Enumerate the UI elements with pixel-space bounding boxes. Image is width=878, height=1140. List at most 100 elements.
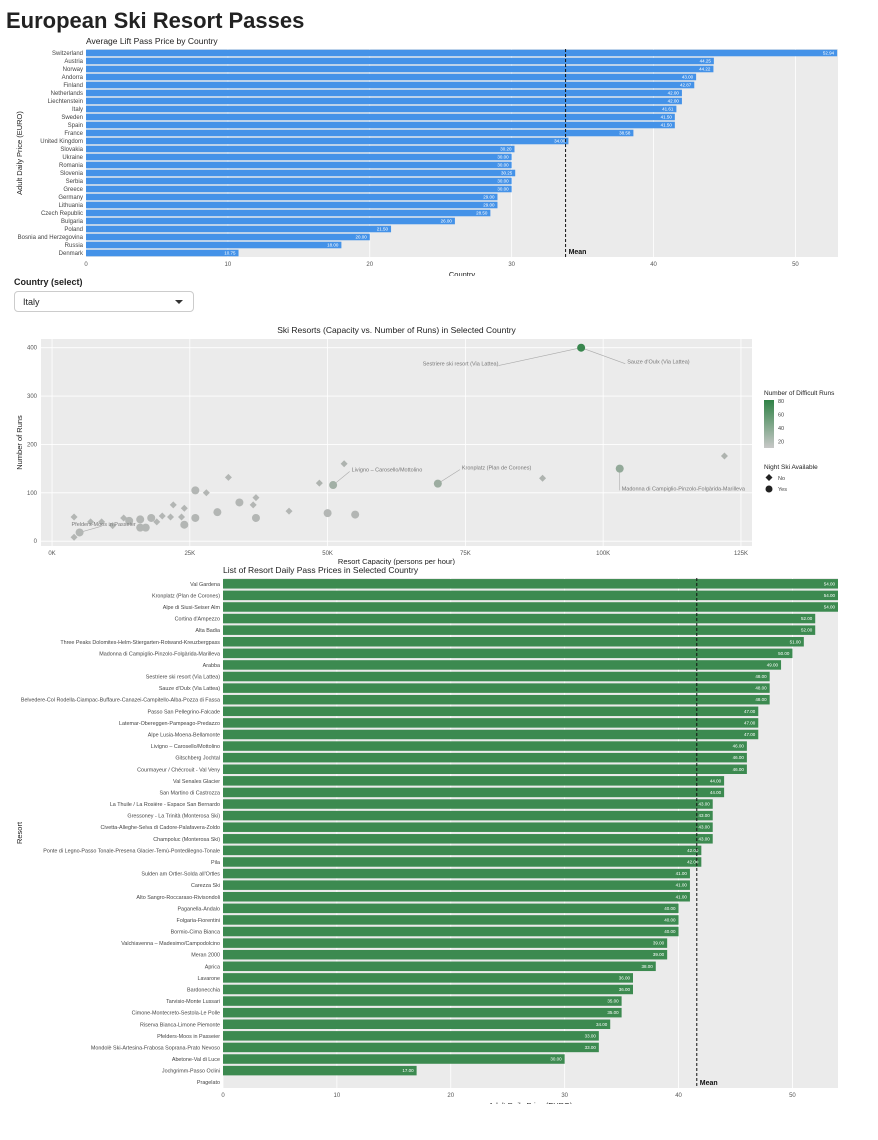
data-point bbox=[191, 513, 200, 522]
bar bbox=[86, 201, 498, 209]
bar bbox=[223, 602, 838, 612]
data-label: 51.00 bbox=[790, 639, 802, 644]
data-point bbox=[125, 516, 134, 525]
data-label: 39.00 bbox=[653, 941, 665, 946]
data-label: 41.00 bbox=[676, 883, 688, 888]
bar bbox=[223, 787, 725, 798]
bar bbox=[223, 1019, 611, 1030]
data-point bbox=[70, 513, 78, 521]
data-label: 52.00 bbox=[801, 628, 813, 633]
data-label: 42.00 bbox=[687, 859, 699, 864]
bar bbox=[223, 718, 759, 728]
x-tick-label: 30 bbox=[508, 262, 515, 268]
data-point bbox=[178, 513, 186, 521]
category-label: Courmayeur / Chécrouit - Val Veny bbox=[137, 767, 220, 773]
bar bbox=[86, 89, 682, 97]
category-label: Belvedere-Col Rodella-Ciampac-Buffaure-C… bbox=[21, 698, 220, 704]
data-point bbox=[167, 513, 175, 521]
bar bbox=[86, 73, 697, 81]
annotation-leader bbox=[581, 347, 626, 364]
x-tick-label: 0 bbox=[84, 262, 88, 268]
category-label: Gitschberg Jochtal bbox=[175, 756, 220, 762]
x-tick-label: 100K bbox=[596, 551, 610, 557]
category-label: Latemar-Obereggen-Pampeago-Predazzo bbox=[119, 721, 220, 727]
country-price-chart: 0 10 20 30 40 50 Switzerland 52.94 Austria 44.25 N… bbox=[15, 36, 838, 276]
category-label: Czech Republic bbox=[41, 211, 83, 217]
diamond-icon bbox=[765, 474, 773, 481]
category-label: Romania bbox=[59, 163, 84, 169]
data-label: 54.00 bbox=[824, 593, 836, 598]
annotation-label: Sestriere ski resort (Via Lattea) bbox=[423, 362, 499, 368]
data-point bbox=[577, 343, 586, 352]
app-title: European Ski Resort Passes bbox=[6, 8, 305, 33]
data-point bbox=[180, 520, 189, 529]
data-point bbox=[98, 518, 106, 526]
data-label: 46.00 bbox=[733, 755, 745, 760]
data-label: 48.00 bbox=[755, 686, 767, 691]
data-label: 49.00 bbox=[767, 662, 779, 667]
bar bbox=[223, 625, 816, 635]
data-point bbox=[315, 479, 323, 487]
category-label: Netherlands bbox=[51, 91, 83, 97]
y-axis-title: Adult Daily Price (EURO) bbox=[15, 111, 24, 195]
category-label: Slovenia bbox=[60, 171, 84, 177]
y-tick-label: 400 bbox=[27, 346, 38, 352]
bar bbox=[86, 209, 491, 217]
data-label: 36.00 bbox=[619, 987, 631, 992]
data-label: 44.22 bbox=[699, 67, 711, 72]
category-label: Alta Badia bbox=[195, 628, 220, 634]
data-label: 30.00 bbox=[497, 163, 509, 168]
data-label: 48.00 bbox=[755, 674, 767, 679]
x-tick-label: 25K bbox=[184, 551, 195, 557]
mean-label: Mean bbox=[700, 1080, 718, 1087]
resort-price-chart: 0 10 20 30 40 50 Val Gardena 54.00 Kronplatz (Pl… bbox=[15, 565, 838, 1104]
data-label: 10.75 bbox=[224, 251, 236, 256]
bar bbox=[223, 996, 622, 1006]
data-label: 41.50 bbox=[661, 123, 673, 128]
data-point bbox=[249, 501, 257, 509]
x-tick-label: 20 bbox=[366, 262, 373, 268]
data-label: 35.00 bbox=[607, 1010, 619, 1015]
x-tick-label: 50K bbox=[322, 551, 333, 557]
bar bbox=[223, 880, 690, 890]
data-label: 29.00 bbox=[483, 203, 495, 208]
data-label: 44.00 bbox=[710, 790, 722, 795]
bar bbox=[223, 857, 702, 867]
category-label: Sulden am Ortler-Solda all'Ortles bbox=[141, 872, 220, 878]
bar bbox=[86, 65, 714, 73]
data-label: 33.00 bbox=[585, 1033, 597, 1038]
data-point bbox=[615, 464, 624, 473]
data-point bbox=[720, 452, 728, 460]
data-label: 43.00 bbox=[698, 836, 710, 841]
category-label: Cimone-Montecreto-Sestola-Le Polle bbox=[132, 1011, 220, 1017]
bar bbox=[223, 741, 747, 751]
data-point bbox=[109, 522, 117, 530]
bar bbox=[86, 217, 455, 225]
bar bbox=[223, 613, 816, 624]
chart-title: List of Resort Daily Pass Prices in Sele… bbox=[223, 565, 419, 575]
data-label: 42.00 bbox=[668, 91, 680, 96]
category-label: Sweden bbox=[61, 115, 83, 121]
bar bbox=[223, 776, 725, 786]
data-label: 34.00 bbox=[554, 139, 566, 144]
data-point bbox=[136, 515, 145, 524]
category-label: Val Gardena bbox=[190, 582, 220, 588]
legend-shape-item: Yes bbox=[778, 487, 787, 493]
data-label: 30.00 bbox=[550, 1057, 562, 1062]
category-label: Paganella-Andalo bbox=[177, 906, 220, 912]
bar bbox=[86, 241, 342, 249]
data-label: 21.50 bbox=[377, 227, 389, 232]
bar bbox=[86, 177, 512, 185]
annotation-label: Kronplatz (Plan de Corones) bbox=[462, 466, 532, 472]
bar bbox=[223, 984, 633, 995]
data-point bbox=[191, 486, 200, 495]
country-select[interactable]: Italy bbox=[14, 291, 194, 312]
bar bbox=[223, 915, 679, 925]
data-point bbox=[87, 518, 95, 526]
bar bbox=[223, 590, 838, 601]
legend-color-tick: 80 bbox=[778, 399, 784, 405]
y-axis-title: Resort bbox=[15, 821, 24, 844]
bar bbox=[223, 1054, 565, 1064]
data-label: 30.00 bbox=[497, 187, 509, 192]
x-tick-label: 40 bbox=[675, 1093, 682, 1099]
